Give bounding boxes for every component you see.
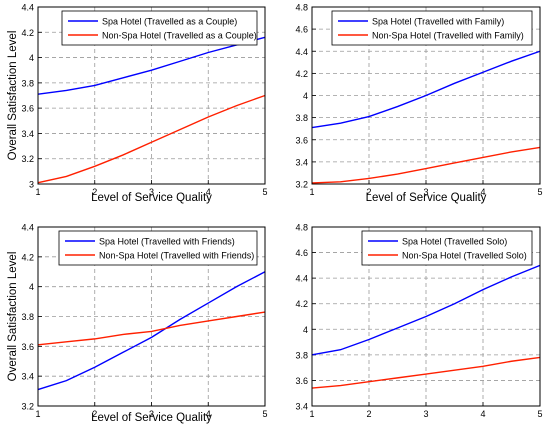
series-line-spa xyxy=(37,36,266,95)
legend-entry-label: Spa Hotel (Travelled Solo) xyxy=(402,237,507,247)
y-tick-label: 3.6 xyxy=(295,376,308,386)
y-axis-label: Overall Satisfaction Level xyxy=(7,252,19,382)
x-tick-label: 2 xyxy=(366,187,371,197)
x-tick-label: 1 xyxy=(35,409,40,419)
y-tick-label: 4.6 xyxy=(295,25,308,35)
series-line-spa xyxy=(37,271,266,391)
y-tick-label: 3.8 xyxy=(21,312,34,322)
x-tick-label: 5 xyxy=(262,187,267,197)
y-tick-label: 4.2 xyxy=(295,299,308,309)
series-line-spa xyxy=(311,264,541,356)
chart-panel-3: 3.2 3.4 3.6 3.8 4 4.2 4.4 1 2 3 4 5 Spa Hotel (Trave… xyxy=(7,223,268,425)
x-tick-label: 1 xyxy=(35,187,40,197)
x-tick-label: 3 xyxy=(423,187,428,197)
y-tick-label: 4.8 xyxy=(295,3,308,13)
x-tick-label: 4 xyxy=(480,409,485,419)
y-tick-label: 4.4 xyxy=(295,274,308,284)
x-axis-label: Level of Service Quality xyxy=(91,192,212,204)
y-tick-label: 3.6 xyxy=(21,342,34,352)
legend-entry-label: Spa Hotel (Travelled with Family) xyxy=(372,17,504,27)
x-tick-label: 5 xyxy=(537,409,542,419)
x-tick-label: 1 xyxy=(309,187,314,197)
series-line-non-spa xyxy=(37,94,266,184)
series-line-non-spa xyxy=(311,146,541,184)
legend: Spa Hotel (Travelled with Family) Non-Spa… xyxy=(331,10,533,46)
x-tick-label: 4 xyxy=(480,187,485,197)
legend-entry-label: Non-Spa Hotel (Travelled as a Couple) xyxy=(102,31,257,41)
y-tick-label: 3.4 xyxy=(295,402,308,412)
y-tick-label: 3.8 xyxy=(21,78,34,88)
legend-box xyxy=(58,230,258,266)
y-tick-label: 4 xyxy=(303,325,308,335)
y-tick-label: 3.4 xyxy=(21,372,34,382)
legend-entry-label: Non-Spa Hotel (Travelled with Family) xyxy=(372,31,524,41)
y-tick-label: 3 xyxy=(29,180,34,190)
legend: Spa Hotel (Travelled as a Couple) Non-Spa… xyxy=(61,10,258,46)
x-axis-label: Level of Service Quality xyxy=(91,412,212,424)
axes-frame xyxy=(37,6,266,185)
y-tick-label: 4.4 xyxy=(295,47,308,57)
y-tick-label: 3.2 xyxy=(295,180,308,190)
x-tick-label: 3 xyxy=(423,409,428,419)
legend-entry-label: Spa Hotel (Travelled with Friends) xyxy=(99,237,235,247)
x-tick-label: 5 xyxy=(262,409,267,419)
legend: Spa Hotel (Travelled with Friends) Non-Sp… xyxy=(58,230,258,266)
y-tick-label: 4.4 xyxy=(21,223,34,233)
x-tick-label: 2 xyxy=(92,409,97,419)
legend-box xyxy=(361,230,533,266)
x-tick-label: 4 xyxy=(206,187,211,197)
y-tick-label: 3.4 xyxy=(21,129,34,139)
chart-panel-1: 3 3.2 3.4 3.6 3.8 4 4.2 4.4 1 2 3 4 5 Spa Hotel (Trav… xyxy=(7,3,268,205)
x-tick-label: 3 xyxy=(149,187,154,197)
y-tick-label: 3.2 xyxy=(21,402,34,412)
y-tick-label: 3.8 xyxy=(295,350,308,360)
y-tick-label: 3.8 xyxy=(295,113,308,123)
y-tick-label: 4 xyxy=(29,53,34,63)
chart-panel-2: 3.2 3.4 3.6 3.8 4 4.2 4.4 4.6 4.8 1 2 3 4 5 Spa Hotel … xyxy=(295,3,542,205)
y-tick-label: 4 xyxy=(29,282,34,292)
series-line-non-spa xyxy=(311,356,541,389)
y-tick-label: 3.6 xyxy=(21,104,34,114)
x-tick-label: 5 xyxy=(537,187,542,197)
legend-entry-label: Non-Spa Hotel (Travelled Solo) xyxy=(402,251,527,261)
legend-box xyxy=(61,10,258,46)
y-tick-label: 4.2 xyxy=(295,69,308,79)
legend-box xyxy=(331,10,533,46)
axes-frame xyxy=(37,226,266,407)
y-tick-label: 4.8 xyxy=(295,223,308,233)
x-tick-label: 3 xyxy=(149,409,154,419)
chart-panel-4: 3.4 3.6 3.8 4 4.2 4.4 4.6 4.8 1 2 3 4 5 Spa Hotel (Tr… xyxy=(295,223,542,420)
axes-frame xyxy=(311,6,541,185)
axes-frame xyxy=(311,226,541,407)
series-line-spa xyxy=(311,50,541,129)
y-axis-label: Overall Satisfaction Level xyxy=(7,31,19,161)
x-tick-label: 2 xyxy=(366,409,371,419)
series-line-non-spa xyxy=(37,311,266,346)
legend-entry-label: Spa Hotel (Travelled as a Couple) xyxy=(102,17,237,27)
y-tick-label: 3.4 xyxy=(295,157,308,167)
x-axis-label: Level of Service Quality xyxy=(366,192,487,204)
x-tick-label: 2 xyxy=(92,187,97,197)
x-tick-label: 4 xyxy=(206,409,211,419)
y-tick-label: 4.4 xyxy=(21,3,34,13)
y-tick-label: 4.2 xyxy=(21,28,34,38)
legend-entry-label: Non-Spa Hotel (Travelled with Friends) xyxy=(99,251,254,261)
y-tick-label: 4.2 xyxy=(21,252,34,262)
x-tick-label: 1 xyxy=(309,409,314,419)
y-tick-label: 4 xyxy=(303,91,308,101)
y-tick-label: 3.6 xyxy=(295,135,308,145)
y-tick-label: 3.2 xyxy=(21,154,34,164)
y-tick-label: 4.6 xyxy=(295,248,308,258)
legend: Spa Hotel (Travelled Solo) Non-Spa Hotel … xyxy=(361,230,533,266)
